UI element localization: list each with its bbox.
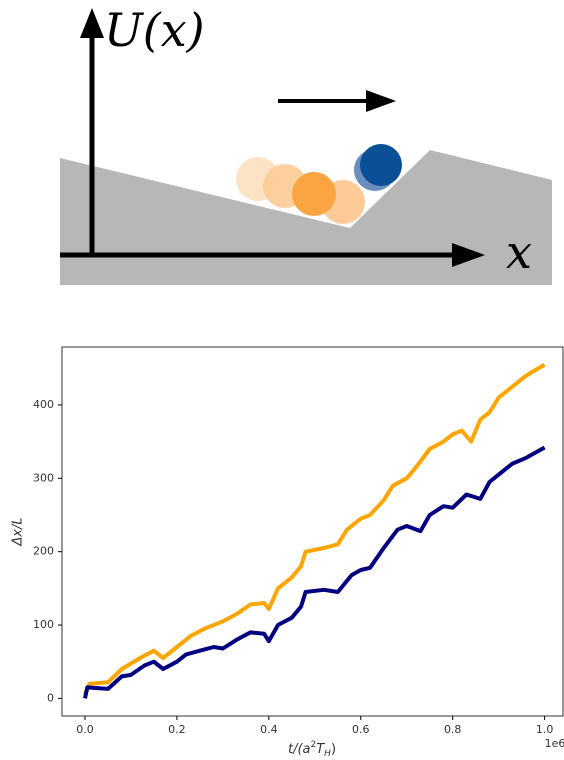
- y-tick-label: 0: [47, 691, 54, 704]
- data-line: [85, 365, 545, 695]
- y-tick-label: 100: [33, 618, 54, 631]
- x-tick-label: 0.0: [76, 723, 94, 736]
- y-axis-label: Δx/L: [11, 517, 26, 546]
- position-label: x: [506, 225, 532, 279]
- x-tick-label: 0.4: [260, 723, 278, 736]
- arrowhead: [366, 90, 396, 112]
- x-tick-label: 0.2: [168, 723, 186, 736]
- data-line: [85, 448, 545, 699]
- x-tick-label: 0.8: [444, 723, 462, 736]
- x-axis-label-part: ): [331, 742, 336, 757]
- x-axis-label: t/(a2TH): [288, 740, 336, 759]
- potential-label: U(x): [104, 3, 205, 57]
- y-tick-label: 200: [33, 545, 54, 558]
- particle: [292, 172, 336, 216]
- potential-shape: [60, 150, 552, 285]
- particle: [360, 144, 402, 186]
- y-tick-label: 400: [33, 398, 54, 411]
- x-tick-label: 1.0: [536, 723, 554, 736]
- arrowhead: [80, 8, 104, 38]
- x-axis-label-part: t/(a: [288, 742, 311, 757]
- x-tick-label: 0.6: [352, 723, 370, 736]
- potential-diagram: U(x) x: [60, 3, 552, 285]
- figure: U(x) x 0 100 200 300 400 0.0 0.2 0.4 0.6 0.8 1.01e…: [0, 0, 564, 760]
- x-offset-label: 1e6: [545, 737, 564, 750]
- y-tick-label: 300: [33, 471, 54, 484]
